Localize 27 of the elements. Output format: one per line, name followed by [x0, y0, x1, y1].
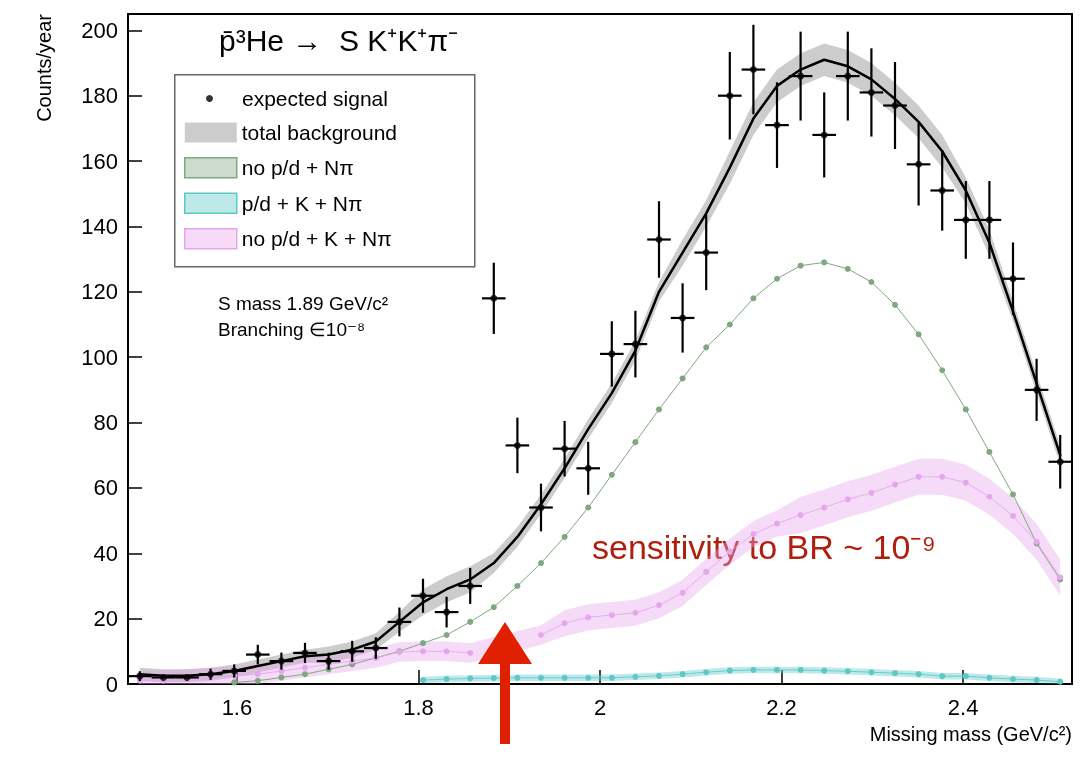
y-tick-label: 100	[81, 344, 118, 370]
x-tick-label: 2.4	[947, 694, 979, 720]
annotation: S mass 1.89 GeV/c²	[218, 293, 389, 314]
legend-label: total background	[241, 121, 398, 144]
legend-label: no p/d + K + Nπ	[241, 227, 392, 251]
y-tick-label: 120	[81, 279, 118, 305]
x-tick-label: 1.8	[403, 694, 434, 720]
y-tick-label: 60	[93, 475, 118, 501]
legend-label: no p/d + Nπ	[241, 156, 354, 180]
y-tick-label: 0	[105, 671, 118, 697]
legend-label: p/d + K + Nπ	[241, 191, 363, 215]
annotation: Branching ∈10⁻⁸	[218, 319, 365, 340]
y-tick-label: 140	[81, 213, 118, 239]
annotation: sensitivity to BR ~ 10⁻⁹	[592, 528, 936, 566]
y-tick-label: 80	[93, 410, 118, 436]
y-axis-title: Counts/year	[33, 13, 55, 122]
x-tick-label: 2	[593, 694, 607, 720]
y-tick-label: 200	[81, 17, 118, 43]
x-axis-title: Missing mass (GeV/c²)	[869, 723, 1072, 745]
y-tick-label: 160	[81, 148, 118, 174]
y-tick-label: 20	[93, 606, 118, 632]
x-tick-label: 1.6	[221, 694, 253, 720]
legend-label: expected signal	[242, 87, 388, 110]
y-tick-label: 180	[81, 83, 118, 109]
x-tick-label: 2.2	[766, 694, 797, 720]
chart-title: p̄³He → S K⁺K⁺π⁻	[219, 23, 459, 57]
y-tick-label: 40	[93, 540, 118, 566]
